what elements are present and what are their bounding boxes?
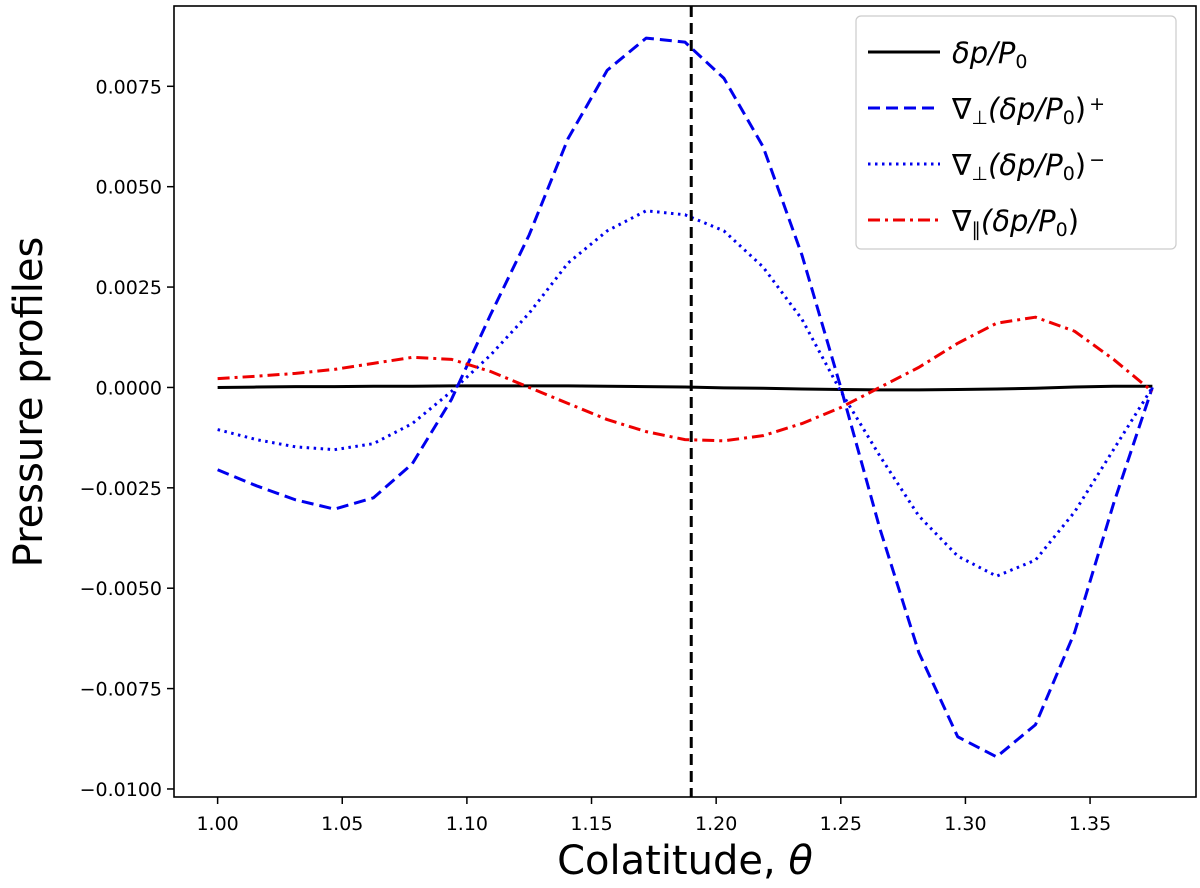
x-tick-label: 1.30: [944, 813, 986, 835]
x-tick-label: 1.10: [446, 813, 488, 835]
x-tick-label: 1.35: [1069, 813, 1111, 835]
x-tick-label: 1.15: [570, 813, 612, 835]
x-axis-ticks: 1.00 1.05 1.10 1.15 1.20 1.25 1.30 1.35: [196, 797, 1111, 835]
x-axis-title-symbol: θ: [788, 838, 812, 884]
series-line-4: [217, 315, 1154, 443]
legend-frame: [855, 15, 1177, 250]
x-tick-label: 1.00: [196, 813, 238, 835]
x-tick-label: 1.25: [820, 813, 862, 835]
y-tick-label: −0.0025: [80, 478, 162, 500]
legend-label-1: δp/P0: [952, 36, 1028, 73]
x-tick-label: 1.05: [321, 813, 363, 835]
series-line-3: [217, 209, 1154, 578]
plot-frame: [173, 5, 1197, 798]
y-tick-label: −0.0050: [80, 578, 162, 600]
series-line-1: [217, 384, 1153, 392]
legend: δp/P0 ∇⊥(δp/P0) + ∇⊥(δp/P0) − ∇∥(δp/P0): [855, 15, 1177, 250]
y-tick-label: 0.0050: [96, 177, 162, 199]
legend-label-3: ∇⊥(δp/P0) −: [951, 148, 1105, 185]
y-tick-label: 0.0000: [96, 377, 162, 399]
y-axis-ticks: 0.0075 0.0050 0.0025 0.0000 −0.0025 −0.0050 −0…: [80, 76, 174, 801]
y-tick-label: −0.0075: [80, 679, 162, 701]
x-tick-label: 1.20: [695, 813, 737, 835]
x-axis-title-text: Colatitude,: [557, 838, 788, 884]
y-axis-title: Pressure profiles: [6, 237, 52, 568]
y-tick-label: 0.0025: [96, 277, 162, 299]
legend-label-4: ∇∥(δp/P0): [951, 204, 1079, 241]
series-line-2: [217, 36, 1154, 759]
legend-label-2: ∇⊥(δp/P0) +: [951, 92, 1105, 129]
x-axis-title: Colatitude, θ: [557, 838, 813, 884]
y-tick-label: 0.0075: [96, 76, 162, 98]
y-tick-label: −0.0100: [80, 779, 162, 801]
series-layer: [217, 36, 1154, 759]
